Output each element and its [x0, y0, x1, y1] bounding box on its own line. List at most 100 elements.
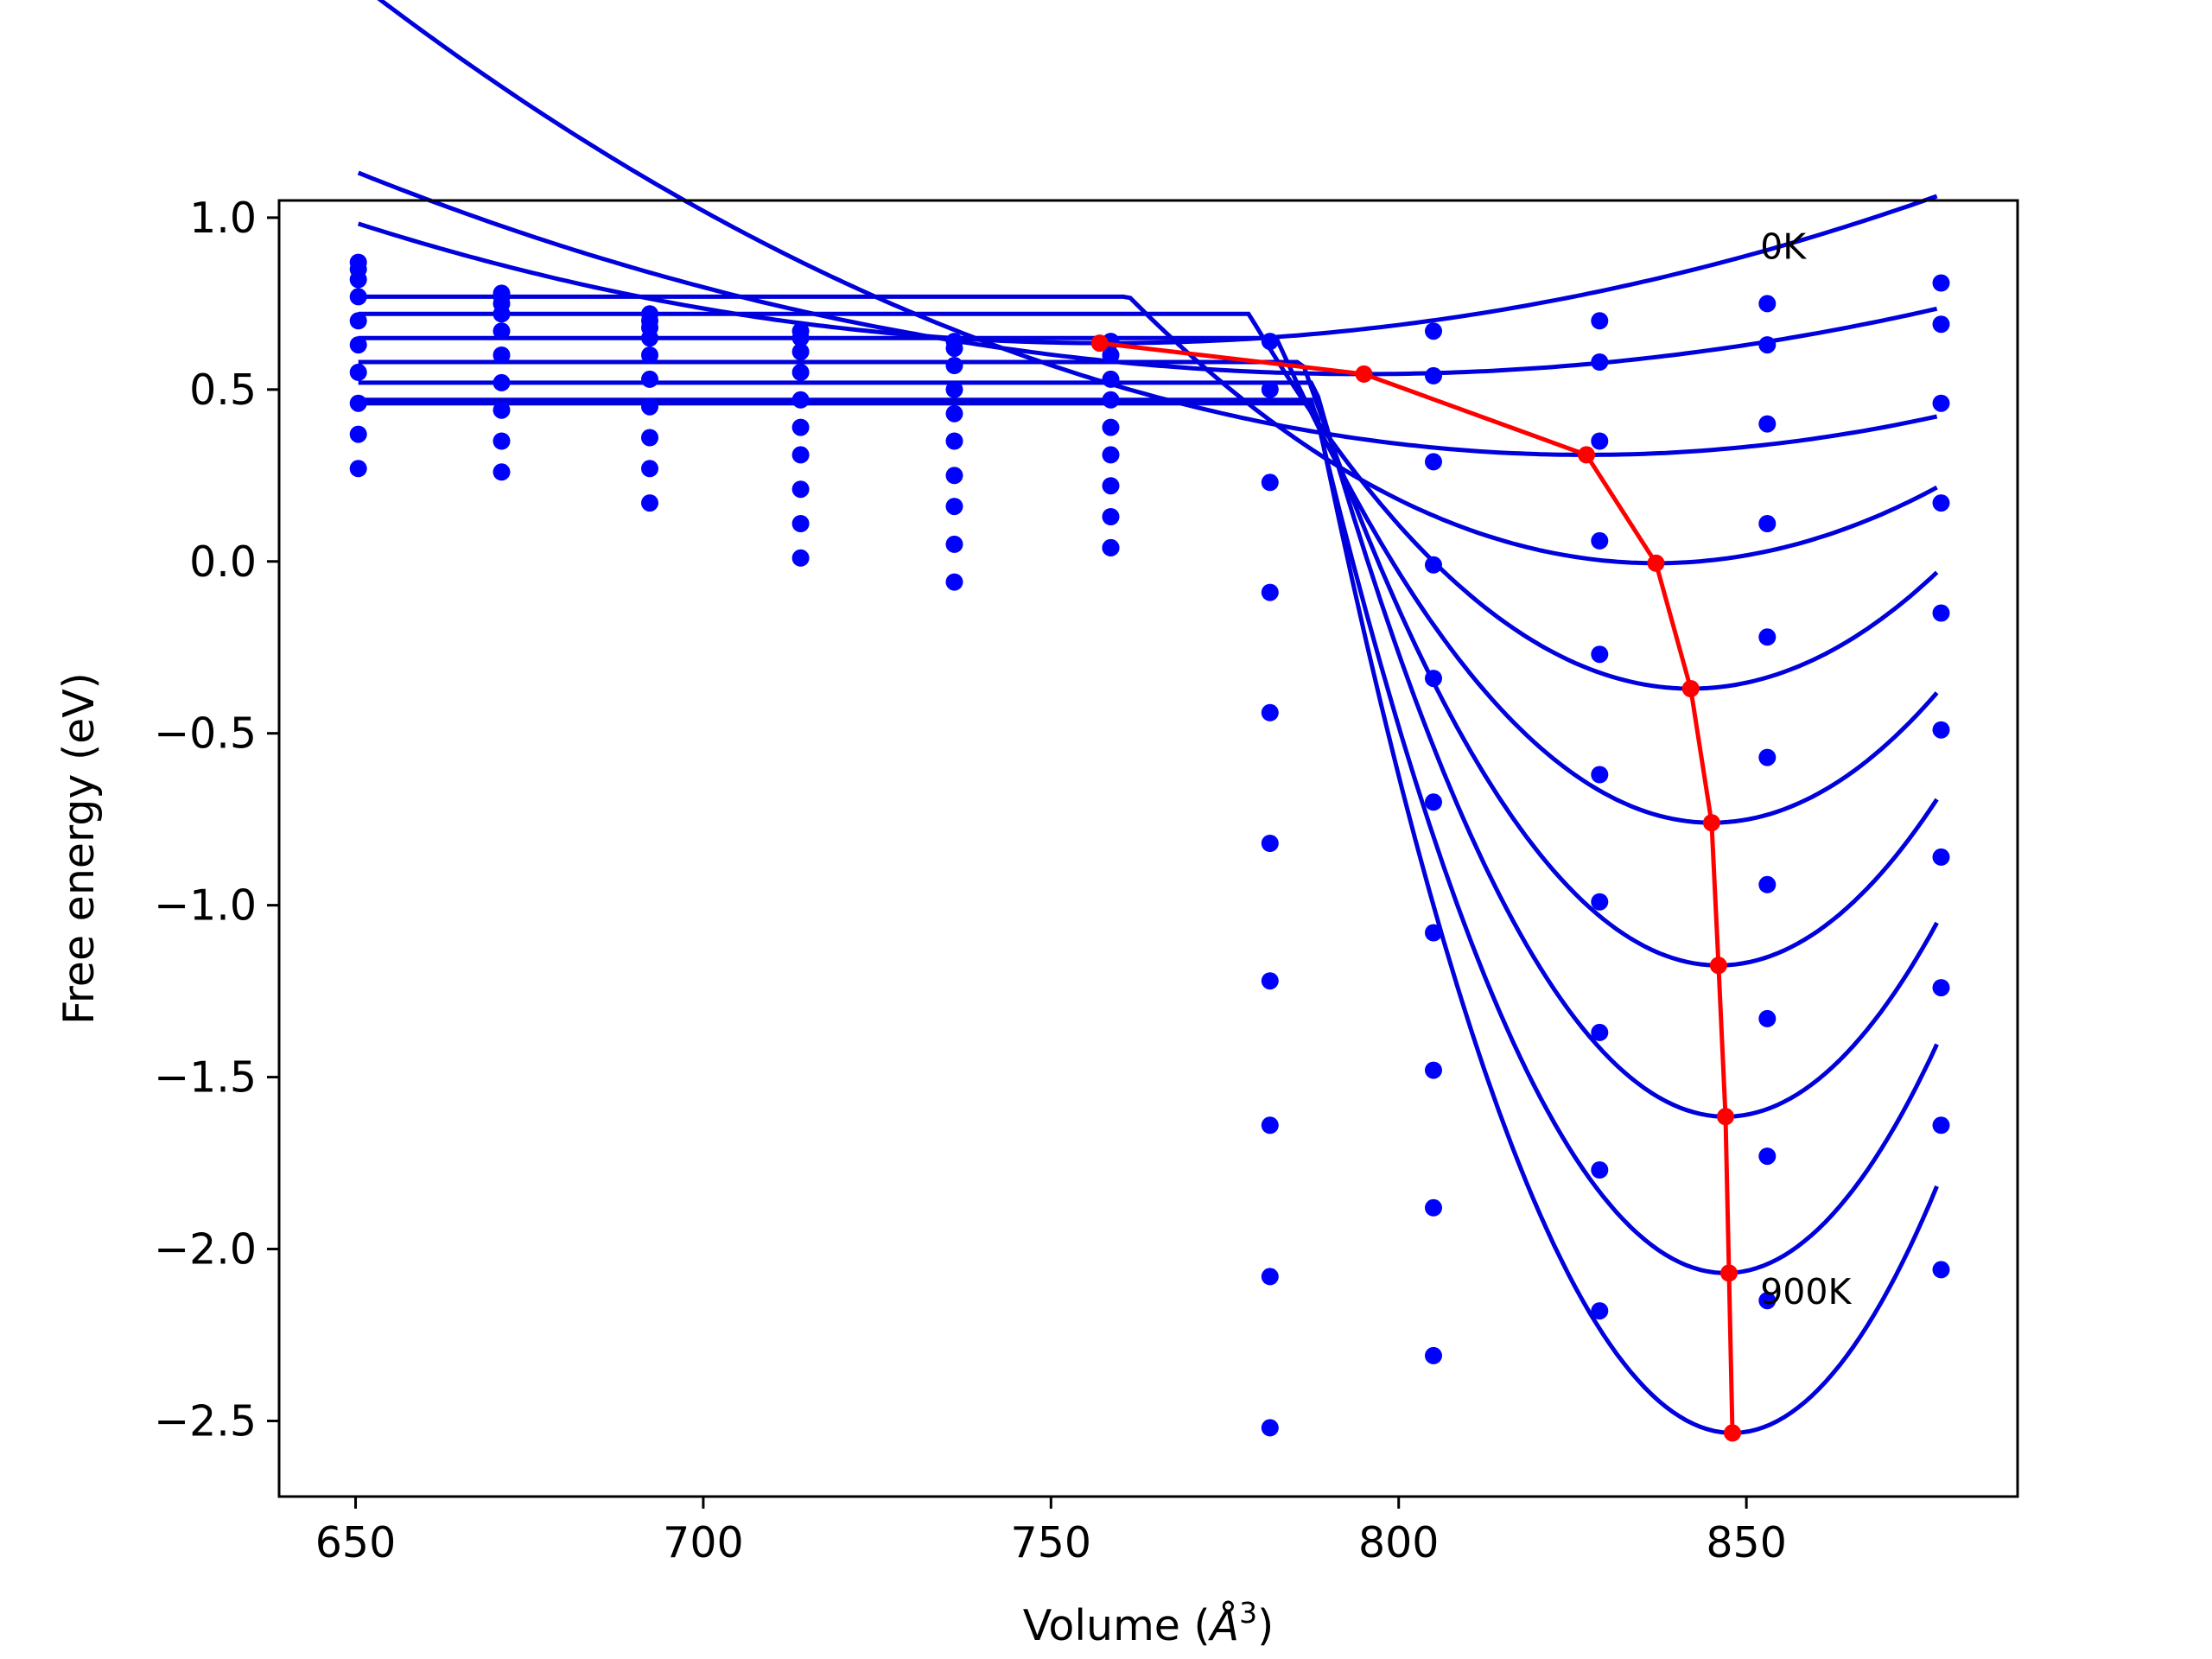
fit-curve-6 [358, 335, 1939, 825]
data-point [1102, 508, 1120, 525]
data-point [493, 373, 511, 391]
fit-curve-10 [358, 401, 1939, 1435]
data-point [1425, 793, 1442, 811]
data-point [1758, 415, 1777, 433]
data-point [1932, 848, 1950, 866]
data-point [1932, 604, 1950, 622]
data-point [1591, 1302, 1609, 1320]
x-tick-label: 800 [1358, 1518, 1440, 1567]
plot-frame [277, 199, 2019, 1498]
data-point [945, 380, 963, 398]
data-point [1102, 418, 1120, 436]
data-point [641, 460, 658, 478]
data-point [641, 429, 658, 447]
data-point [945, 432, 963, 450]
data-point [1758, 295, 1777, 313]
y-tick-label: −2.5 [154, 1396, 257, 1446]
fit-curve-2 [357, 170, 1938, 377]
data-point [1932, 1116, 1950, 1135]
minimum-path-point [1681, 680, 1700, 697]
data-point [945, 535, 963, 553]
fit-curve-9 [358, 397, 1939, 1275]
data-point [493, 401, 511, 419]
data-point [1261, 1116, 1279, 1135]
data-point [1758, 748, 1777, 766]
data-point [1932, 274, 1950, 292]
x-axis-label-exponent: 3 [1239, 1596, 1257, 1630]
data-point [1102, 391, 1120, 409]
data-point [641, 329, 658, 347]
fit-curve-1 [357, 194, 1938, 346]
minimum-path-point [1702, 814, 1720, 832]
data-point [1591, 531, 1609, 550]
data-point [1261, 703, 1279, 721]
x-tick-label: 700 [663, 1518, 744, 1567]
data-point [1261, 1419, 1279, 1437]
curve-annotation: 0K [1760, 226, 1807, 268]
data-point [945, 498, 963, 516]
y-tick-label: −1.0 [154, 881, 257, 931]
data-point [791, 363, 810, 381]
data-point [1932, 394, 1950, 412]
minimum-path-point [1720, 1264, 1738, 1282]
data-point [1591, 645, 1609, 664]
y-tick-label: 0.5 [189, 365, 257, 415]
data-point [791, 418, 810, 436]
data-point [1591, 353, 1609, 371]
data-point [1425, 453, 1442, 471]
fit-curve-3 [377, 0, 1938, 457]
data-point [791, 515, 810, 532]
data-point [1758, 515, 1777, 532]
data-point [1261, 835, 1279, 852]
x-tick-label: 750 [1011, 1518, 1092, 1567]
data-point [349, 425, 367, 443]
data-point [1425, 556, 1442, 574]
data-point [349, 394, 367, 412]
data-point [791, 446, 810, 464]
fit-curves-layer [357, 0, 1939, 1435]
data-point [1102, 538, 1120, 556]
data-point [493, 305, 511, 323]
minimum-path-point [1724, 1424, 1741, 1442]
data-point [1261, 333, 1279, 351]
data-point [791, 480, 810, 499]
y-axis-ticks: 1.0 0.5 0.0 −0.5 −1.0 −1.5 −2.0 −2.5 [154, 194, 279, 1446]
minimum-path-point [1709, 957, 1727, 975]
data-point [1591, 766, 1609, 784]
data-point [1102, 370, 1120, 388]
data-point [791, 391, 810, 409]
data-point [641, 494, 658, 512]
data-point [945, 573, 963, 591]
data-point [945, 340, 963, 358]
data-point [1102, 346, 1120, 364]
data-point [1591, 1023, 1609, 1041]
data-point [1425, 322, 1442, 340]
minimum-path-line [1099, 340, 1735, 1433]
y-tick-label: −0.5 [154, 709, 257, 759]
data-point [1261, 1268, 1279, 1286]
data-point [1425, 1346, 1442, 1364]
data-point [791, 329, 810, 347]
data-point [945, 404, 963, 423]
y-tick-label: 1.0 [189, 194, 257, 243]
data-point [493, 346, 511, 364]
data-point [493, 463, 511, 481]
data-point [1591, 893, 1609, 911]
data-point [1102, 446, 1120, 464]
curve-annotation: 900K [1760, 1271, 1852, 1313]
minimum-path-point [1578, 446, 1595, 464]
y-axis-label: Free energy (eV) [54, 672, 104, 1025]
y-tick-label: −2.0 [154, 1225, 257, 1274]
data-point [1758, 875, 1777, 893]
annotations-layer: 0K 900K [1760, 226, 1852, 1313]
data-point [641, 397, 658, 416]
x-axis-ticks: 650 700 750 800 850 [315, 1497, 1787, 1567]
minimum-path-point [1647, 554, 1665, 572]
data-point [1425, 1198, 1442, 1217]
data-point [1932, 721, 1950, 739]
data-point [349, 288, 367, 306]
data-point [945, 467, 963, 485]
data-point [1932, 979, 1950, 997]
data-point [1261, 972, 1279, 990]
